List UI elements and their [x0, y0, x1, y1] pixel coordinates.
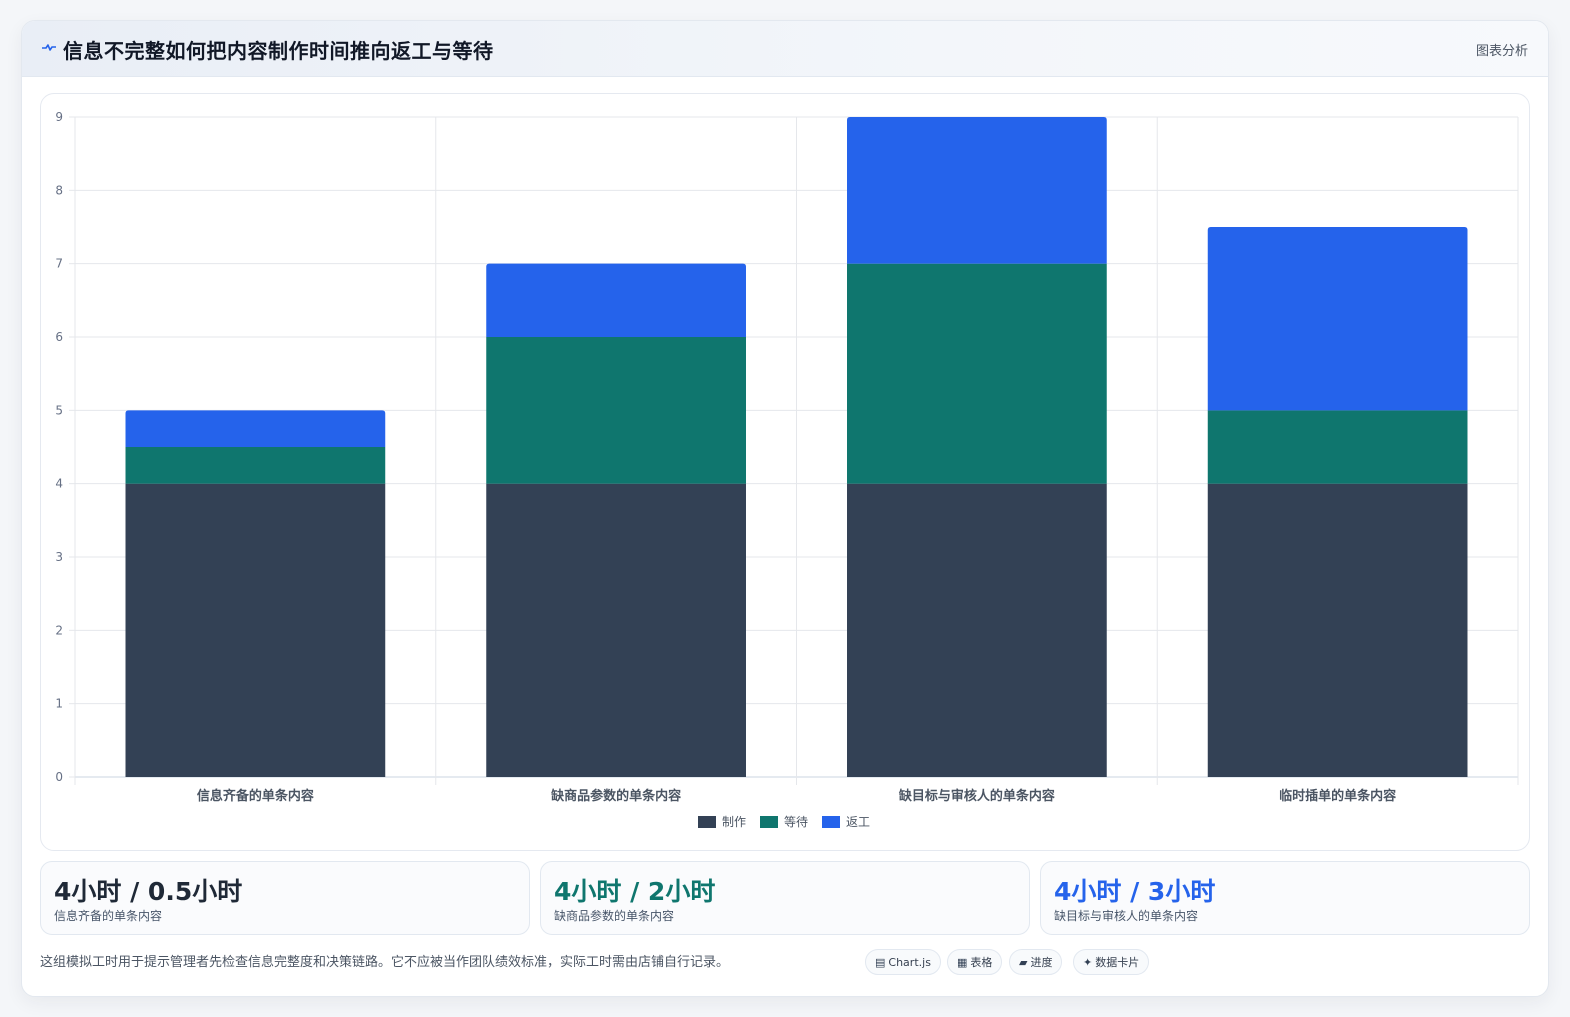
y-tick-label: 1: [55, 697, 63, 711]
pill-label: 表格: [970, 956, 993, 969]
pill-label: 进度: [1030, 956, 1053, 969]
legend-swatch: [760, 816, 778, 828]
bar-segment-制作: [125, 483, 386, 777]
stat-value: 4小时 / 0.5小时: [54, 877, 243, 906]
legend-label: 制作: [722, 815, 746, 829]
stat-label: 缺目标与审核人的单条内容: [1054, 909, 1199, 923]
table-icon: ▦: [957, 956, 968, 969]
pill-progress[interactable]: ▰ 进度: [1009, 949, 1063, 975]
bar-segment-制作: [847, 483, 1107, 777]
stat-card-2: 4小时 / 2小时 缺商品参数的单条内容: [540, 861, 1030, 935]
bar-segment-制作: [486, 483, 746, 777]
bar-segment-等待: [125, 447, 386, 484]
bar-segment-返工: [486, 263, 746, 337]
bar-segment-等待: [1207, 410, 1468, 484]
legend-swatch: [822, 816, 840, 828]
progress-icon: ▰: [1019, 956, 1028, 969]
y-tick-label: 8: [55, 183, 63, 197]
panel-header: 信息不完整如何把内容制作时间推向返工与等待 图表分析: [22, 21, 1548, 77]
bar-segment-等待: [847, 263, 1107, 484]
y-tick-label: 6: [55, 330, 63, 344]
y-tick-label: 5: [55, 403, 63, 417]
bar-segment-返工: [125, 410, 386, 447]
stat-value: 4小时 / 3小时: [1054, 877, 1216, 906]
bar-segment-返工: [1207, 227, 1468, 411]
header-tag: 图表分析: [1475, 44, 1528, 59]
stat-value: 4小时 / 2小时: [554, 877, 716, 906]
y-tick-label: 3: [55, 550, 63, 564]
pill-data-card[interactable]: ✦ 数据卡片: [1073, 949, 1150, 975]
y-tick-label: 9: [55, 110, 63, 124]
chart-icon: ▤: [875, 956, 886, 969]
bar-segment-制作: [1207, 483, 1468, 777]
y-tick-label: 7: [55, 257, 63, 271]
chart-card: 0 1 2 3 4 5 6 7 8 9 信息齐备的单条内容 缺商品参数的单条内容 缺目标与审核人的单条内…: [40, 93, 1530, 851]
stat-label: 信息齐备的单条内容: [54, 909, 163, 923]
stat-label: 缺商品参数的单条内容: [554, 909, 675, 923]
y-tick-label: 0: [55, 770, 63, 784]
bar-segment-返工: [847, 117, 1107, 264]
page-title: 信息不完整如何把内容制作时间推向返工与等待: [63, 39, 494, 63]
legend-label: 等待: [784, 815, 808, 829]
legend-swatch: [698, 816, 716, 828]
y-tick-label: 4: [55, 477, 63, 491]
y-tick-label: 2: [55, 623, 63, 637]
stat-card-1: 4小时 / 0.5小时 信息齐备的单条内容: [40, 861, 530, 935]
pill-label: Chart.js: [888, 956, 931, 969]
x-tick-label: 缺目标与审核人的单条内容: [898, 788, 1055, 804]
x-tick-label: 缺商品参数的单条内容: [550, 788, 681, 804]
sparkle-icon: ✦: [1083, 956, 1093, 969]
chart-panel: 信息不完整如何把内容制作时间推向返工与等待 图表分析 0 1 2 3 4 5 6 7 8 9 信息齐…: [21, 20, 1549, 997]
stacked-bar-chart: 0 1 2 3 4 5 6 7 8 9 信息齐备的单条内容 缺商品参数的单条内容 缺目标与审核人的单条内…: [55, 110, 1519, 829]
pulse-icon: [42, 44, 56, 51]
stat-card-3: 4小时 / 3小时 缺目标与审核人的单条内容: [1040, 861, 1530, 935]
x-tick-label: 信息齐备的单条内容: [197, 788, 314, 804]
x-tick-label: 临时插单的单条内容: [1279, 788, 1396, 804]
pill-label: 数据卡片: [1095, 956, 1140, 969]
bar-segment-等待: [486, 337, 746, 484]
legend-label: 返工: [846, 815, 870, 829]
pill-table[interactable]: ▦ 表格: [947, 949, 1003, 975]
pill-chartjs[interactable]: ▤ Chart.js: [865, 949, 941, 975]
footer-note: 这组模拟工时用于提示管理者先检查信息完整度和决策链路。它不应被当作团队绩效标准，…: [40, 955, 730, 970]
